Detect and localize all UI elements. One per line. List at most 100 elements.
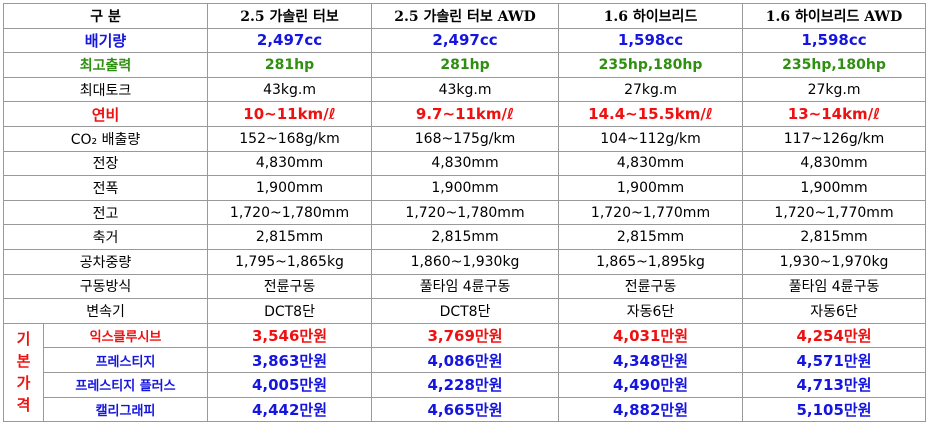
cell: 1,795~1,865kg (207, 248, 373, 275)
cell: 풀타임 4륜구동 (742, 273, 927, 300)
price-cell: 4,005만원 (207, 371, 373, 398)
price-cell: 4,086만원 (371, 347, 560, 373)
trim-label: 프레스티지 (42, 347, 209, 373)
cell: 43kg.m (371, 76, 560, 103)
spec-row: 최고출력 281hp 281hp 235hp,180hp 235hp,180hp (2, 52, 927, 78)
spec-row: 전고 1,720~1,780mm 1,720~1,780mm 1,720~1,770m… (2, 199, 927, 226)
spec-row: 변속기 DCT8단 DCT8단 자동6단 자동6단 (2, 298, 927, 324)
row-label: 연비 (2, 101, 209, 127)
row-label: 최대토크 (2, 76, 209, 103)
cell: 2,815mm (207, 224, 373, 250)
cell: 전륜구동 (558, 273, 744, 300)
cell: 43kg.m (207, 76, 373, 103)
spec-row: 구동방식 전륜구동 풀타임 4륜구동 전륜구동 풀타임 4륜구동 (2, 273, 927, 300)
cell: 1,900mm (371, 175, 560, 201)
row-label: 축거 (2, 224, 209, 250)
price-cell: 4,713만원 (742, 371, 927, 398)
price-row: 캘리그래피 4,442만원 4,665만원 4,882만원 5,105만원 (4, 396, 927, 423)
spec-row: 배기량 2,497cc 2,497cc 1,598cc 1,598cc (2, 27, 927, 54)
cell: 168~175g/km (371, 125, 560, 152)
price-group-label: 기본가격 (3, 322, 44, 423)
spec-row: 전장 4,830mm 4,830mm 4,830mm 4,830mm (2, 150, 927, 177)
price-cell: 4,571만원 (742, 347, 927, 373)
cell: 4,830mm (558, 150, 744, 177)
cell: 전륜구동 (207, 273, 373, 300)
price-row: 기본가격 익스클루시브 3,546만원 3,769만원 4,031만원 4,254만원 (3, 322, 927, 423)
cell: 13~14km/ℓ (742, 101, 927, 127)
cell: DCT8단 (207, 298, 373, 324)
cell: 4,830mm (742, 150, 927, 177)
cell: 1,598cc (742, 27, 927, 54)
cell: 2,815mm (371, 224, 560, 250)
cell: 1,720~1,770mm (742, 199, 927, 226)
cell: 4,830mm (207, 150, 373, 177)
cell: 1,930~1,970kg (742, 248, 927, 275)
row-label: 변속기 (2, 298, 209, 324)
spec-row: CO₂ 배출량 152~168g/km 168~175g/km 104~112g/km… (2, 125, 927, 152)
spec-row: 축거 2,815mm 2,815mm 2,815mm 2,815mm (2, 224, 927, 250)
row-label: CO₂ 배출량 (2, 125, 209, 152)
price-cell: 4,031만원 (558, 322, 744, 349)
cell: 1,900mm (558, 175, 744, 201)
price-cell: 4,254만원 (742, 322, 927, 349)
cell: 14.4~15.5km/ℓ (558, 101, 744, 127)
cell: 자동6단 (558, 298, 744, 324)
trim-label: 프레스티지 플러스 (42, 371, 209, 398)
header-cell: 1.6 하이브리드 (558, 3, 744, 29)
header-cell: 2.5 가솔린 터보 (207, 3, 373, 29)
header-cell: 구 분 (2, 3, 209, 29)
cell: 1,865~1,895kg (558, 248, 744, 275)
price-cell: 4,442만원 (207, 396, 373, 423)
cell: 풀타임 4륜구동 (371, 273, 560, 300)
cell: 117~126g/km (742, 125, 927, 152)
price-cell: 4,665만원 (371, 396, 560, 423)
header-row: 구 분 2.5 가솔린 터보 2.5 가솔린 터보 AWD 1.6 하이브리드 1.6 … (2, 3, 927, 29)
price-cell: 3,769만원 (371, 322, 560, 349)
header-cell: 2.5 가솔린 터보 AWD (371, 3, 560, 29)
cell: 자동6단 (742, 298, 927, 324)
spec-row: 공차중량 1,795~1,865kg 1,860~1,930kg 1,865~1,89… (2, 248, 927, 275)
cell: 10~11km/ℓ (207, 101, 373, 127)
cell: 1,900mm (207, 175, 373, 201)
price-cell: 4,882만원 (558, 396, 744, 423)
row-label: 최고출력 (2, 52, 209, 78)
cell: 152~168g/km (207, 125, 373, 152)
row-label: 전장 (2, 150, 209, 177)
cell: 27kg.m (742, 76, 927, 103)
trim-label: 캘리그래피 (42, 396, 209, 423)
cell: 281hp (207, 52, 373, 78)
cell: 27kg.m (558, 76, 744, 103)
cell: 1,720~1,770mm (558, 199, 744, 226)
header-cell: 1.6 하이브리드 AWD (742, 3, 927, 29)
cell: 4,830mm (371, 150, 560, 177)
cell: 104~112g/km (558, 125, 744, 152)
spec-row: 최대토크 43kg.m 43kg.m 27kg.m 27kg.m (2, 76, 927, 103)
trim-label: 익스클루시브 (42, 322, 209, 349)
price-row: 프레스티지 3,863만원 4,086만원 4,348만원 4,571만원 (4, 347, 927, 373)
cell: 2,815mm (558, 224, 744, 250)
cell: 2,497cc (207, 27, 373, 54)
row-label: 전폭 (2, 175, 209, 201)
cell: 9.7~11km/ℓ (371, 101, 560, 127)
spec-row: 연비 10~11km/ℓ 9.7~11km/ℓ 14.4~15.5km/ℓ 13~14k… (2, 101, 927, 127)
cell: 1,900mm (742, 175, 927, 201)
cell: 235hp,180hp (742, 52, 927, 78)
spec-table: 구 분 2.5 가솔린 터보 2.5 가솔린 터보 AWD 1.6 하이브리드 1.6 … (2, 3, 927, 423)
price-cell: 4,348만원 (558, 347, 744, 373)
price-row: 프레스티지 플러스 4,005만원 4,228만원 4,490만원 4,713만원 (4, 371, 927, 398)
price-cell: 3,546만원 (207, 322, 373, 349)
cell: 235hp,180hp (558, 52, 744, 78)
cell: 1,860~1,930kg (371, 248, 560, 275)
row-label: 공차중량 (2, 248, 209, 275)
cell: 1,598cc (558, 27, 744, 54)
row-label: 전고 (2, 199, 209, 226)
price-cell: 4,228만원 (371, 371, 560, 398)
cell: 2,497cc (371, 27, 560, 54)
row-label: 구동방식 (2, 273, 209, 300)
price-cell: 4,490만원 (558, 371, 744, 398)
price-cell: 5,105만원 (742, 396, 927, 423)
cell: 281hp (371, 52, 560, 78)
cell: 1,720~1,780mm (371, 199, 560, 226)
spec-row: 전폭 1,900mm 1,900mm 1,900mm 1,900mm (2, 175, 927, 201)
